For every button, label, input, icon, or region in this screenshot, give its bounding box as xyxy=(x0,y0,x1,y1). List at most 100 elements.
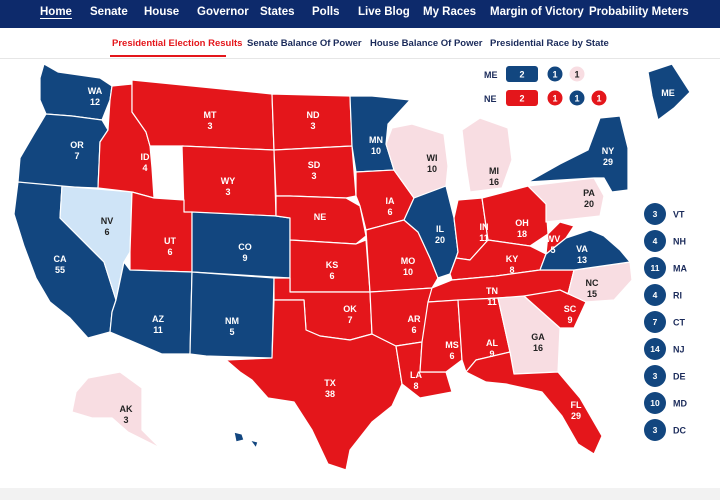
page-bottom-strip xyxy=(0,488,720,500)
nav-states[interactable]: States xyxy=(260,6,295,18)
small-state-circle-nh[interactable] xyxy=(644,230,666,252)
small-state-ev-md: 10 xyxy=(650,398,660,408)
state-label-pa: PA 20 xyxy=(583,188,595,209)
state-label-ne: NE xyxy=(314,212,327,222)
active-tab-underline xyxy=(110,55,226,57)
state-me[interactable] xyxy=(647,63,691,121)
state-label-ok: OK 7 xyxy=(343,304,357,325)
state-label-nc: NC 15 xyxy=(586,278,599,299)
state-label-ar: AR 6 xyxy=(408,314,421,335)
state-ut[interactable] xyxy=(129,191,193,273)
small-state-circle-ct[interactable] xyxy=(644,311,666,333)
state-nm[interactable] xyxy=(189,271,275,359)
split-ne-value-1: 1 xyxy=(552,94,557,104)
state-label-ks: KS 6 xyxy=(326,260,339,281)
nav-governor[interactable]: Governor xyxy=(197,6,249,18)
state-label-ut: UT 6 xyxy=(164,236,176,257)
split-me-box-2[interactable] xyxy=(568,65,586,83)
state-label-wv: WV 5 xyxy=(546,234,561,255)
small-state-circle-ma[interactable] xyxy=(644,257,666,279)
split-ne-box-2[interactable] xyxy=(568,89,586,107)
split-ne-box-0[interactable] xyxy=(506,90,538,106)
state-tx[interactable] xyxy=(225,299,403,471)
state-ms[interactable] xyxy=(419,299,463,373)
small-state-label-ct: CT xyxy=(673,318,685,328)
nav-home[interactable]: Home xyxy=(40,6,72,18)
split-ne-value-3: 1 xyxy=(596,94,601,104)
state-label-ms: MS 6 xyxy=(445,340,459,361)
state-label-la: LA 8 xyxy=(410,370,422,391)
nav-probability-meters[interactable]: Probability Meters xyxy=(589,6,689,18)
state-mi[interactable] xyxy=(461,117,513,193)
split-me-value-0: 2 xyxy=(519,70,524,80)
small-state-circle-vt[interactable] xyxy=(644,203,666,225)
small-state-ev-nj: 14 xyxy=(650,344,660,354)
split-me-box-0[interactable] xyxy=(506,66,538,82)
small-state-ev-ct: 7 xyxy=(653,317,658,327)
split-ne-box-3[interactable] xyxy=(590,89,608,107)
nav-house[interactable]: House xyxy=(144,6,180,18)
split-label-ne: NE xyxy=(484,94,497,104)
small-state-circle-nj[interactable] xyxy=(644,338,666,360)
small-state-label-ri: RI xyxy=(673,291,682,301)
small-state-ev-vt: 3 xyxy=(653,209,658,219)
state-label-me: ME xyxy=(661,88,675,98)
nav-my-races[interactable]: My Races xyxy=(423,6,477,18)
split-me-value-2: 1 xyxy=(574,70,579,80)
nav-margin-of-victory[interactable]: Margin of Victory xyxy=(490,6,584,18)
state-label-ny: NY 29 xyxy=(602,146,615,167)
state-il[interactable] xyxy=(403,185,459,279)
split-me-box-1[interactable] xyxy=(546,65,564,83)
state-ak[interactable] xyxy=(71,371,161,449)
small-state-ev-de: 3 xyxy=(653,371,658,381)
top-navigation: Home Senate House Governor States Polls … xyxy=(0,0,720,28)
state-label-wy: WY 3 xyxy=(221,176,236,197)
split-ne-value-0: 2 xyxy=(519,94,524,104)
state-label-sc: SC 9 xyxy=(564,304,577,325)
state-label-al: AL 9 xyxy=(486,338,498,359)
split-ne-box-1[interactable] xyxy=(546,89,564,107)
state-ne[interactable] xyxy=(275,195,367,245)
small-state-label-nh: NH xyxy=(673,237,686,247)
nav-live-blog[interactable]: Live Blog xyxy=(358,6,410,18)
small-state-label-ma: MA xyxy=(673,264,687,274)
state-label-mn: MN 10 xyxy=(369,135,383,156)
small-state-ev-ri: 4 xyxy=(653,290,658,300)
state-label-nv: NV 6 xyxy=(101,216,114,237)
electoral-map: WA 12 OR 7 CA 55 NV 6 ID 4 MT 3 WY 3 UT 6 CO 9 AZ 11 NM 5 ND 3 S… xyxy=(13,63,691,471)
state-ny[interactable] xyxy=(527,115,629,193)
state-label-in: IN 11 xyxy=(479,222,489,243)
state-label-or: OR 7 xyxy=(70,140,84,161)
small-state-ev-ma: 11 xyxy=(651,263,660,273)
state-label-mi: MI 16 xyxy=(489,166,499,187)
state-label-wi: WI 10 xyxy=(427,153,438,174)
tab-presidential-race-by-state[interactable]: Presidential Race by State xyxy=(490,38,609,49)
state-label-nm: NM 5 xyxy=(225,316,239,337)
state-sc[interactable] xyxy=(523,289,587,329)
state-label-mo: MO 10 xyxy=(401,256,416,277)
small-state-circle-md[interactable] xyxy=(644,392,666,414)
state-hi[interactable] xyxy=(233,431,259,449)
state-label-ga: GA 16 xyxy=(531,332,545,353)
small-state-label-dc: DC xyxy=(673,426,686,436)
tab-presidential-election-results[interactable]: Presidential Election Results xyxy=(112,38,243,49)
tab-senate-balance-of-power[interactable]: Senate Balance Of Power xyxy=(247,38,362,49)
state-wv[interactable] xyxy=(545,221,575,255)
nav-senate[interactable]: Senate xyxy=(90,6,128,18)
state-or[interactable] xyxy=(17,113,109,189)
split-ne-value-2: 1 xyxy=(574,94,579,104)
tab-house-balance-of-power[interactable]: House Balance Of Power xyxy=(370,38,483,49)
small-state-circle-de[interactable] xyxy=(644,365,666,387)
state-az[interactable] xyxy=(109,261,193,355)
state-label-tn: TN 11 xyxy=(486,286,498,307)
state-label-co: CO 9 xyxy=(238,242,252,263)
state-label-ky: KY 8 xyxy=(506,254,519,275)
small-state-circle-dc[interactable] xyxy=(644,419,666,441)
small-state-circle-ri[interactable] xyxy=(644,284,666,306)
state-label-ia: IA 6 xyxy=(386,196,396,217)
state-fl[interactable] xyxy=(465,351,603,455)
nav-polls[interactable]: Polls xyxy=(312,6,340,18)
state-label-tx: TX 38 xyxy=(324,378,336,399)
state-label-il: IL 20 xyxy=(435,224,445,245)
state-label-ak: AK 3 xyxy=(120,404,133,425)
